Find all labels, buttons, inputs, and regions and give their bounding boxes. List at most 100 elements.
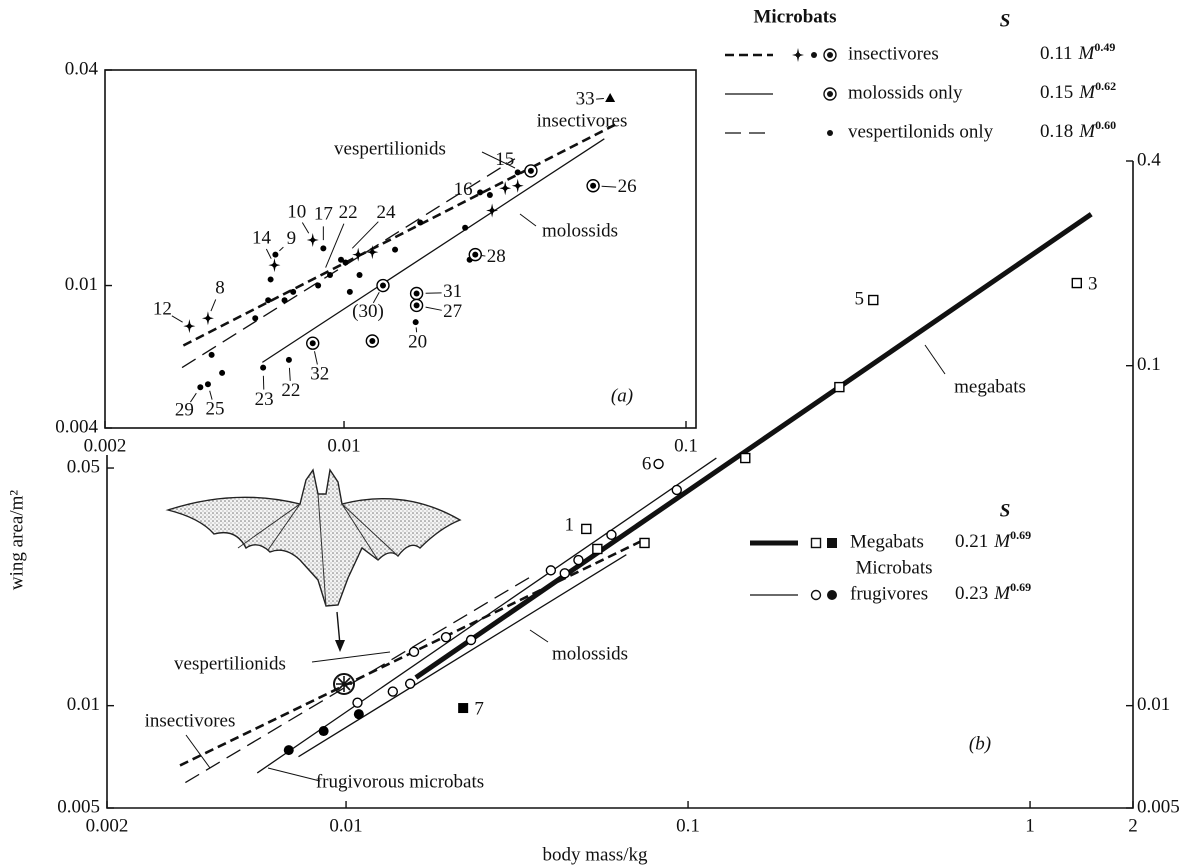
- dot: [268, 276, 274, 282]
- dot: [286, 357, 292, 363]
- marker-square-filled: [827, 538, 837, 548]
- marker-triangle: [605, 93, 615, 102]
- marker-dot: [315, 283, 321, 289]
- cross-dot: [515, 183, 520, 188]
- circle: [284, 745, 294, 755]
- circle: [409, 647, 418, 656]
- marker-circle-open: [406, 679, 415, 688]
- label-leader: [314, 351, 317, 364]
- marker-dot: [515, 169, 521, 175]
- marker-circled-dot: [411, 288, 423, 300]
- exp: 0.69: [1010, 580, 1031, 594]
- legend-label: insectivores: [848, 43, 939, 64]
- coef: 0.15: [1040, 82, 1073, 103]
- marker-dot: [209, 352, 215, 358]
- dot: [827, 52, 833, 58]
- marker-dot: [197, 384, 203, 390]
- dot: [413, 319, 419, 325]
- marker-circled-dot: [366, 335, 378, 347]
- marker-dot: [268, 276, 274, 282]
- marker-dot: [462, 225, 468, 231]
- point-label: 5: [855, 288, 865, 309]
- point-label: 29: [175, 400, 194, 421]
- dot: [462, 225, 468, 231]
- legend-title: Microbats: [753, 6, 836, 27]
- marker-dot: [827, 130, 833, 136]
- circle: [353, 698, 362, 707]
- marker-circle-filled: [284, 745, 294, 755]
- cross-dot: [310, 238, 315, 243]
- dot: [205, 381, 211, 387]
- dot: [315, 283, 321, 289]
- point-label: 23: [255, 389, 274, 410]
- dot: [369, 338, 375, 344]
- marker-dot: [205, 381, 211, 387]
- dot: [515, 169, 521, 175]
- dot: [357, 272, 363, 278]
- exp: 0.62: [1095, 79, 1116, 93]
- marker-dot: [320, 245, 326, 251]
- y-tick-label: 0.005: [57, 796, 100, 817]
- x-tick-label: 0.1: [676, 815, 700, 836]
- square: [1072, 279, 1081, 288]
- marker-circle-open: [574, 556, 583, 565]
- point-label: 28: [487, 246, 506, 267]
- square: [827, 538, 837, 548]
- cross-dot: [370, 250, 375, 255]
- marker-dot: [338, 257, 344, 263]
- circle: [319, 726, 329, 736]
- marker-circle-open: [654, 459, 663, 468]
- var: M: [1078, 82, 1096, 103]
- dot: [327, 272, 333, 278]
- cross-dot: [187, 324, 192, 329]
- label-leader: [172, 316, 183, 322]
- cross-dot: [272, 263, 277, 268]
- legend-label: Megabats: [850, 531, 924, 552]
- cross-dot: [490, 208, 495, 213]
- point-label: 1: [565, 514, 575, 535]
- square: [869, 296, 878, 305]
- y-tick-label: 0.01: [67, 694, 100, 715]
- var: M: [993, 531, 1011, 552]
- y-tick-label: 0.05: [67, 456, 100, 477]
- circle: [574, 556, 583, 565]
- cross-dot: [796, 53, 801, 58]
- dot: [827, 130, 833, 136]
- marker-circled-dot: [377, 280, 389, 292]
- marker-circle-open: [812, 591, 821, 600]
- marker-dot: [272, 252, 278, 258]
- dot: [338, 257, 344, 263]
- circle: [560, 569, 569, 578]
- annotation-leader: [530, 630, 548, 642]
- marker-square-open: [593, 544, 602, 553]
- marker-circle-open: [409, 647, 418, 656]
- point-label: 6: [642, 453, 652, 474]
- point-label: 33: [576, 88, 595, 109]
- dot: [252, 315, 258, 321]
- point-label: 16: [454, 179, 473, 200]
- annotation: molossids: [552, 643, 628, 664]
- annotation: molossids: [542, 220, 618, 241]
- marker-cross: [307, 233, 319, 247]
- legend-label: vespertilonids only: [848, 121, 994, 142]
- marker-cross: [202, 311, 214, 325]
- x-tick-label: 0.002: [86, 815, 129, 836]
- marker-dot: [327, 272, 333, 278]
- marker-square-open: [640, 538, 649, 547]
- marker-square-open: [741, 454, 750, 463]
- cross-dot: [206, 316, 211, 321]
- dot: [487, 192, 493, 198]
- point-label: 15: [495, 149, 514, 170]
- x-tick-label: 0.01: [327, 435, 360, 456]
- legend-group: Microbats: [855, 557, 932, 578]
- legend-formula: 0.11M0.49: [1040, 40, 1115, 65]
- dot: [260, 365, 266, 371]
- dot: [380, 283, 386, 289]
- marker-circle-open: [353, 698, 362, 707]
- marker-dot: [252, 315, 258, 321]
- triangle: [605, 93, 615, 102]
- marker-cross: [512, 179, 524, 193]
- label-leader: [266, 249, 271, 259]
- marker-circle-open: [672, 485, 681, 494]
